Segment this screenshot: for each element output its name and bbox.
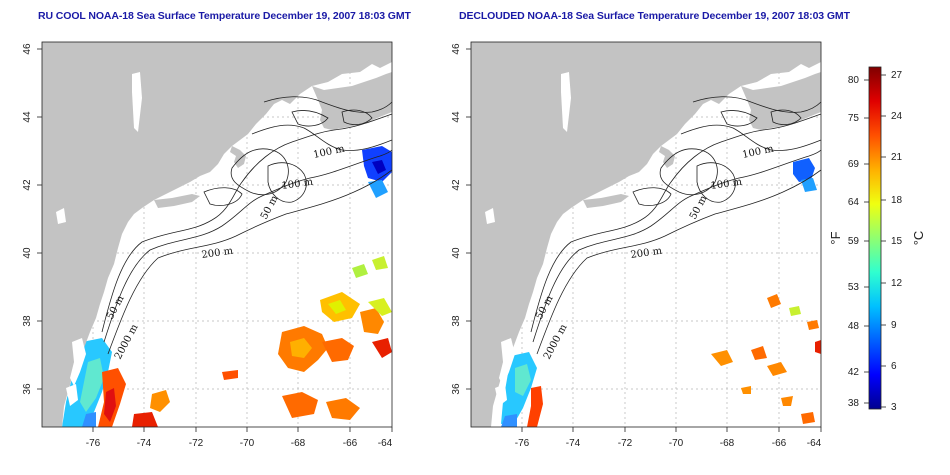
colorbar-celsius-ticks: 27 24 21 18 15 12 9 6 3 bbox=[891, 70, 903, 413]
celsius-tick-label: 15 bbox=[891, 236, 903, 247]
celsius-tick-label: 24 bbox=[891, 111, 903, 122]
x-tick-label: -72 bbox=[618, 438, 633, 449]
y-tick-label: 36 bbox=[451, 383, 462, 395]
fahrenheit-tick-label: 38 bbox=[848, 398, 860, 409]
x-tick-label: -64 bbox=[807, 438, 822, 449]
x-tick-label: -74 bbox=[137, 438, 152, 449]
map-title-declouded: DECLOUDED NOAA-18 Sea Surface Temperatur… bbox=[459, 10, 850, 22]
x-tick-label: -72 bbox=[189, 438, 204, 449]
x-tick-label: -68 bbox=[720, 438, 735, 449]
y-axis-ticks-raw: 36 38 40 42 44 46 bbox=[22, 43, 33, 395]
y-tick-label: 44 bbox=[451, 111, 462, 123]
y-tick-label: 38 bbox=[451, 315, 462, 327]
y-tick-label: 40 bbox=[451, 247, 462, 259]
fahrenheit-tick-label: 53 bbox=[848, 282, 860, 293]
celsius-tick-label: 6 bbox=[891, 361, 897, 372]
x-tick-label: -66 bbox=[772, 438, 787, 449]
x-tick-label: -76 bbox=[515, 438, 530, 449]
y-tick-label: 46 bbox=[22, 43, 33, 55]
contour-label: 200 m bbox=[201, 246, 234, 261]
celsius-tick-label: 3 bbox=[891, 402, 897, 413]
fahrenheit-unit-label: °F bbox=[828, 231, 843, 244]
map-panel-declouded: 100 m 100 m 50 m 200 m 50 m 2000 m -76 -… bbox=[451, 41, 822, 449]
colorbar-fahrenheit-ticks: 80 75 69 64 59 53 48 42 38 bbox=[848, 75, 860, 409]
map-title-raw: RU COOL NOAA-18 Sea Surface Temperature … bbox=[38, 10, 411, 22]
fahrenheit-tick-label: 75 bbox=[848, 113, 860, 124]
y-tick-label: 44 bbox=[22, 111, 33, 123]
x-tick-label: -76 bbox=[86, 438, 101, 449]
fahrenheit-tick-label: 69 bbox=[848, 159, 860, 170]
x-tick-label: -74 bbox=[566, 438, 581, 449]
x-tick-label: -64 bbox=[378, 438, 393, 449]
celsius-tick-label: 21 bbox=[891, 152, 903, 163]
y-tick-label: 42 bbox=[451, 179, 462, 191]
x-tick-label: -66 bbox=[343, 438, 358, 449]
y-tick-label: 38 bbox=[22, 315, 33, 327]
sst-data-raw bbox=[62, 146, 392, 427]
celsius-tick-label: 18 bbox=[891, 195, 903, 206]
sst-data-declouded bbox=[501, 158, 821, 427]
celsius-tick-label: 12 bbox=[891, 278, 903, 289]
y-tick-label: 46 bbox=[451, 43, 462, 55]
map-frame bbox=[470, 41, 822, 428]
fahrenheit-tick-label: 80 bbox=[848, 75, 860, 86]
y-tick-label: 42 bbox=[22, 179, 33, 191]
contour-label: 100 m bbox=[710, 177, 743, 192]
x-tick-label: -70 bbox=[240, 438, 255, 449]
contour-label: 200 m bbox=[630, 246, 663, 261]
fahrenheit-tick-label: 64 bbox=[848, 197, 860, 208]
x-tick-label: -68 bbox=[291, 438, 306, 449]
map-panel-raw: 100 m 100 m 50 m 200 m 50 m 2000 m -76 -… bbox=[22, 41, 393, 449]
celsius-unit-label: °C bbox=[911, 231, 926, 246]
x-axis-ticks-declouded: -76 -74 -72 -70 -68 -66 -64 bbox=[515, 438, 822, 449]
fahrenheit-tick-label: 42 bbox=[848, 367, 860, 378]
y-tick-label: 40 bbox=[22, 247, 33, 259]
map-frame bbox=[41, 41, 393, 428]
celsius-tick-label: 9 bbox=[891, 320, 897, 331]
x-tick-label: -70 bbox=[669, 438, 684, 449]
celsius-tick-label: 27 bbox=[891, 70, 903, 81]
y-axis-ticks-declouded: 36 38 40 42 44 46 bbox=[451, 43, 462, 395]
temperature-colorbar: 80 75 69 64 59 53 48 42 38 27 24 21 18 1… bbox=[828, 66, 926, 413]
colorbar-gradient bbox=[868, 66, 882, 410]
fahrenheit-tick-label: 59 bbox=[848, 236, 860, 247]
x-axis-ticks-raw: -76 -74 -72 -70 -68 -66 -64 bbox=[86, 438, 393, 449]
y-tick-label: 36 bbox=[22, 383, 33, 395]
fahrenheit-tick-label: 48 bbox=[848, 321, 860, 332]
contour-label: 100 m bbox=[281, 177, 314, 192]
